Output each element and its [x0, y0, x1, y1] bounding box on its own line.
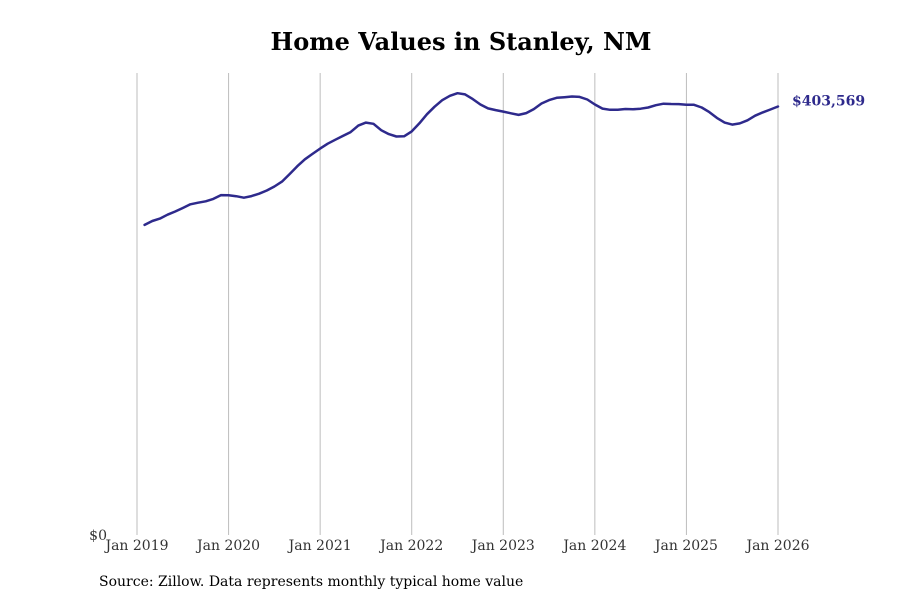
series-layer	[143, 91, 780, 227]
x-tick-label: Jan 2023	[470, 538, 535, 554]
x-tick-label: Jan 2026	[744, 538, 809, 554]
x-tick-label: Jan 2020	[195, 538, 260, 554]
x-tick-label: Jan 2025	[653, 538, 718, 554]
chart-title: Home Values in Stanley, NM	[270, 27, 652, 56]
annotations: $403,569	[792, 94, 865, 110]
end-value-label: $403,569	[792, 94, 865, 110]
y-axis-tick-labels: $0	[89, 528, 107, 544]
x-tick-label: Jan 2019	[103, 538, 168, 554]
y-tick-label: $0	[89, 528, 107, 544]
gridlines	[136, 73, 779, 535]
x-tick-label: Jan 2024	[561, 538, 626, 554]
x-tick-label: Jan 2021	[287, 538, 352, 554]
source-note: Source: Zillow. Data represents monthly …	[99, 574, 524, 590]
x-axis-tick-labels: Jan 2019 Jan 2020 Jan 2021 Jan 2022 Jan 2023…	[103, 538, 809, 554]
series-line	[143, 91, 780, 227]
x-tick-label: Jan 2022	[378, 538, 443, 554]
